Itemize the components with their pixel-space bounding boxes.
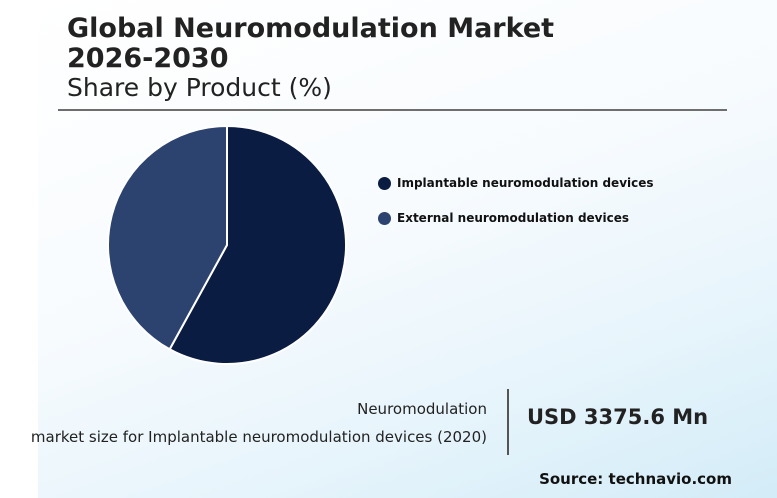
pie-slice-1 bbox=[168, 124, 347, 365]
stat-value: USD 3375.6 Mn bbox=[527, 405, 709, 429]
chart-legend: Implantable neuromodulation devices Exter… bbox=[378, 173, 654, 243]
title-divider bbox=[58, 109, 727, 111]
source-credit: Source: technavio.com bbox=[539, 470, 732, 488]
pie-slice-2 bbox=[107, 124, 228, 351]
legend-item-1: Implantable neuromodulation devices bbox=[378, 173, 654, 193]
legend-swatch-icon bbox=[378, 176, 391, 190]
legend-swatch-icon bbox=[378, 211, 391, 225]
legend-item-2: External neuromodulation devices bbox=[378, 208, 654, 228]
pie-chart bbox=[107, 124, 347, 365]
stat-label-line1: Neuromodulation bbox=[357, 400, 487, 418]
legend-label: Implantable neuromodulation devices bbox=[397, 176, 654, 190]
chart-subtitle: Share by Product (%) bbox=[67, 73, 332, 102]
chart-title: Global Neuromodulation Market 2026-2030 bbox=[67, 13, 555, 74]
legend-label: External neuromodulation devices bbox=[397, 211, 630, 225]
stat-label-line2: market size for Implantable neuromodulat… bbox=[30, 428, 487, 446]
stat-divider bbox=[507, 389, 509, 455]
